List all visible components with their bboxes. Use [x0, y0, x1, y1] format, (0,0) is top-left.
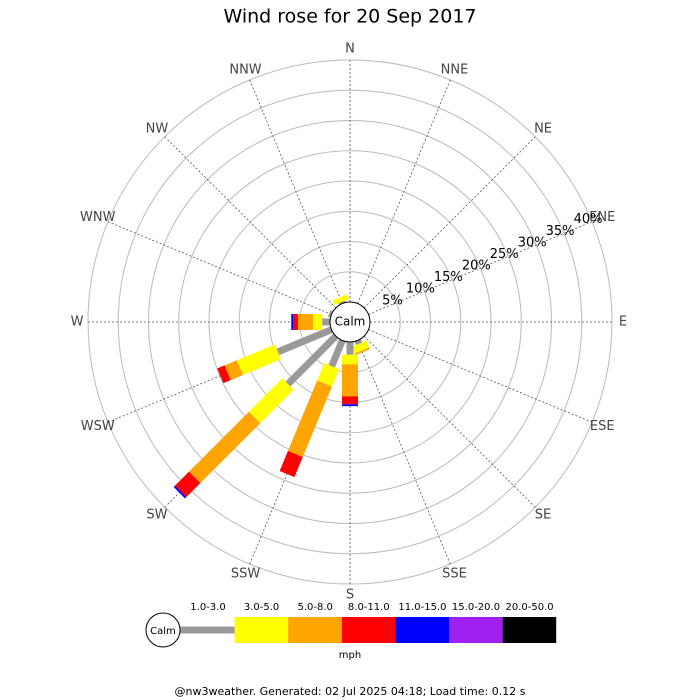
direction-label: NW	[146, 121, 169, 136]
spoke	[107, 221, 332, 315]
ring-label: 25%	[490, 247, 519, 262]
wind-bar	[276, 326, 333, 356]
legend-calm-label: Calm	[150, 626, 176, 637]
calm-circle	[329, 301, 371, 343]
ring-label: 40%	[574, 212, 603, 227]
wind-bar	[317, 363, 340, 387]
legend-label: 8.0-11.0	[348, 602, 390, 613]
spoke	[357, 340, 451, 565]
wind-bar	[279, 450, 303, 478]
spoke	[164, 136, 337, 309]
direction-label: N	[345, 42, 355, 57]
unit-label: mph	[339, 650, 361, 661]
wind-bar	[173, 485, 187, 499]
wind-bar	[174, 471, 201, 498]
ring-label: 15%	[434, 270, 463, 285]
legend-swatch	[234, 617, 289, 643]
legend-label: 1.0-3.0	[190, 602, 225, 613]
spoke	[363, 335, 536, 508]
ring-label: 35%	[546, 224, 575, 239]
direction-label: SSW	[231, 567, 261, 582]
direction-label: NNE	[441, 62, 469, 77]
legend-swatch	[395, 617, 449, 643]
spoke	[363, 136, 536, 309]
direction-label: E	[619, 315, 627, 330]
direction-label: SW	[146, 508, 167, 523]
wind-bar	[287, 380, 332, 458]
direction-label: WSW	[81, 419, 115, 434]
legend-swatch	[502, 617, 557, 643]
wind-bar	[351, 340, 370, 354]
direction-label: SSE	[442, 567, 467, 582]
legend-swatch	[341, 617, 396, 643]
wind-bar	[354, 339, 363, 346]
direction-label: NNW	[229, 62, 261, 77]
wind-bar	[285, 333, 339, 387]
direction-label: S	[346, 588, 354, 603]
legend-swatch	[449, 617, 503, 643]
ring	[238, 210, 462, 434]
legend-label: 3.0-5.0	[244, 602, 279, 613]
calm-label: Calm	[335, 315, 366, 329]
ring-label: 30%	[518, 235, 547, 250]
legend-calm-circle	[145, 612, 181, 648]
legend-label: 5.0-8.0	[297, 602, 332, 613]
spoke	[357, 79, 451, 304]
wind-bar	[328, 339, 346, 368]
direction-label: NE	[534, 121, 552, 136]
wind-bar	[224, 360, 243, 381]
wind-bar	[332, 294, 350, 305]
wind-bar	[189, 411, 261, 483]
legend-label: 15.0-20.0	[452, 602, 500, 613]
ring	[178, 150, 522, 494]
ring	[117, 89, 583, 555]
ring-label: 10%	[406, 282, 435, 297]
footer: @nw3weather. Generated: 02 Jul 2025 04:1…	[175, 685, 526, 698]
legend-label: 20.0-50.0	[506, 602, 554, 613]
ring-label: 5%	[382, 293, 403, 308]
direction-label: W	[71, 315, 84, 330]
spoke	[249, 79, 343, 304]
wind-bar	[354, 347, 370, 356]
ring-label: 20%	[462, 259, 491, 274]
direction-label: WNW	[80, 210, 116, 225]
wind-bar	[236, 344, 281, 376]
spoke	[368, 329, 593, 423]
direction-label: SE	[535, 508, 551, 523]
legend-swatch	[288, 617, 342, 643]
wind-bar	[217, 365, 231, 384]
spoke	[368, 221, 593, 315]
legend-label: 11.0-15.0	[398, 602, 446, 613]
direction-label: ENE	[589, 210, 615, 225]
chart-title: Wind rose for 20 Sep 2017	[223, 6, 476, 28]
direction-label: ESE	[590, 419, 615, 434]
wind-bar	[248, 378, 294, 424]
